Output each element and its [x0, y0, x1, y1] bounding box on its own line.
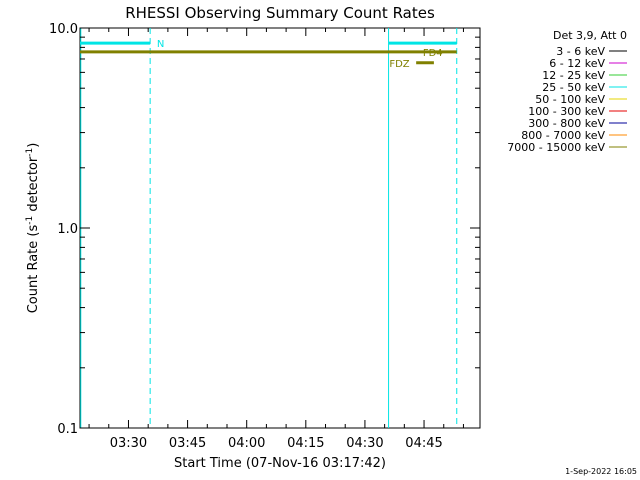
plot-frame [79, 27, 481, 429]
legend-entry-label: 7000 - 15000 keV [507, 141, 605, 154]
y-axis-label-sup1: -1 [25, 216, 35, 225]
chart-title: RHESSI Observing Summary Count Rates [125, 4, 435, 22]
y-tick-label: 0.1 [57, 422, 78, 437]
legend-entry-label: 6 - 12 keV [549, 57, 605, 70]
legend-entry-label: 3 - 6 keV [556, 45, 605, 58]
y-tick-label: 10.0 [49, 22, 78, 37]
annotation-label: N [157, 39, 164, 50]
x-tick-label: 03:30 [110, 436, 147, 451]
y-axis: 0.1 1.0 10.0 [49, 22, 480, 437]
legend-entry-label: 100 - 300 keV [528, 105, 605, 118]
plot-area: N FD4 FDZ [80, 28, 458, 428]
footer-date: 1-Sep-2022 16:05 [565, 467, 637, 476]
x-tick-label: 03:45 [169, 436, 206, 451]
x-tick-label: 04:00 [228, 436, 265, 451]
y-axis-label-end: ) [26, 143, 41, 148]
y-axis-label-sup2: -1 [25, 148, 35, 157]
x-tick-label: 04:45 [405, 436, 442, 451]
legend-entry-label: 50 - 100 keV [535, 93, 605, 106]
y-tick-label: 1.0 [57, 222, 78, 237]
y-axis-label-mid: detector [26, 156, 41, 216]
legend-entry-label: 300 - 800 keV [528, 117, 605, 130]
annotation-label: FD4 [423, 48, 443, 59]
y-axis-label-main: Count Rate (s [26, 225, 41, 314]
x-tick-label: 04:30 [346, 436, 383, 451]
annotation-label: FDZ [389, 59, 409, 70]
legend-entry-label: 800 - 7000 keV [521, 129, 605, 142]
x-axis-label: Start Time (07-Nov-16 03:17:42) [174, 456, 386, 471]
legend-entry-label: 12 - 25 keV [542, 69, 605, 82]
legend-header: Det 3,9, Att 0 [553, 29, 627, 42]
x-axis: 03:30 03:45 04:00 04:15 04:30 04:45 [88, 28, 464, 451]
y-axis-label: Count Rate (s-1 detector-1) [25, 143, 41, 314]
legend-entry-label: 25 - 50 keV [542, 81, 605, 94]
x-tick-label: 04:15 [287, 436, 324, 451]
